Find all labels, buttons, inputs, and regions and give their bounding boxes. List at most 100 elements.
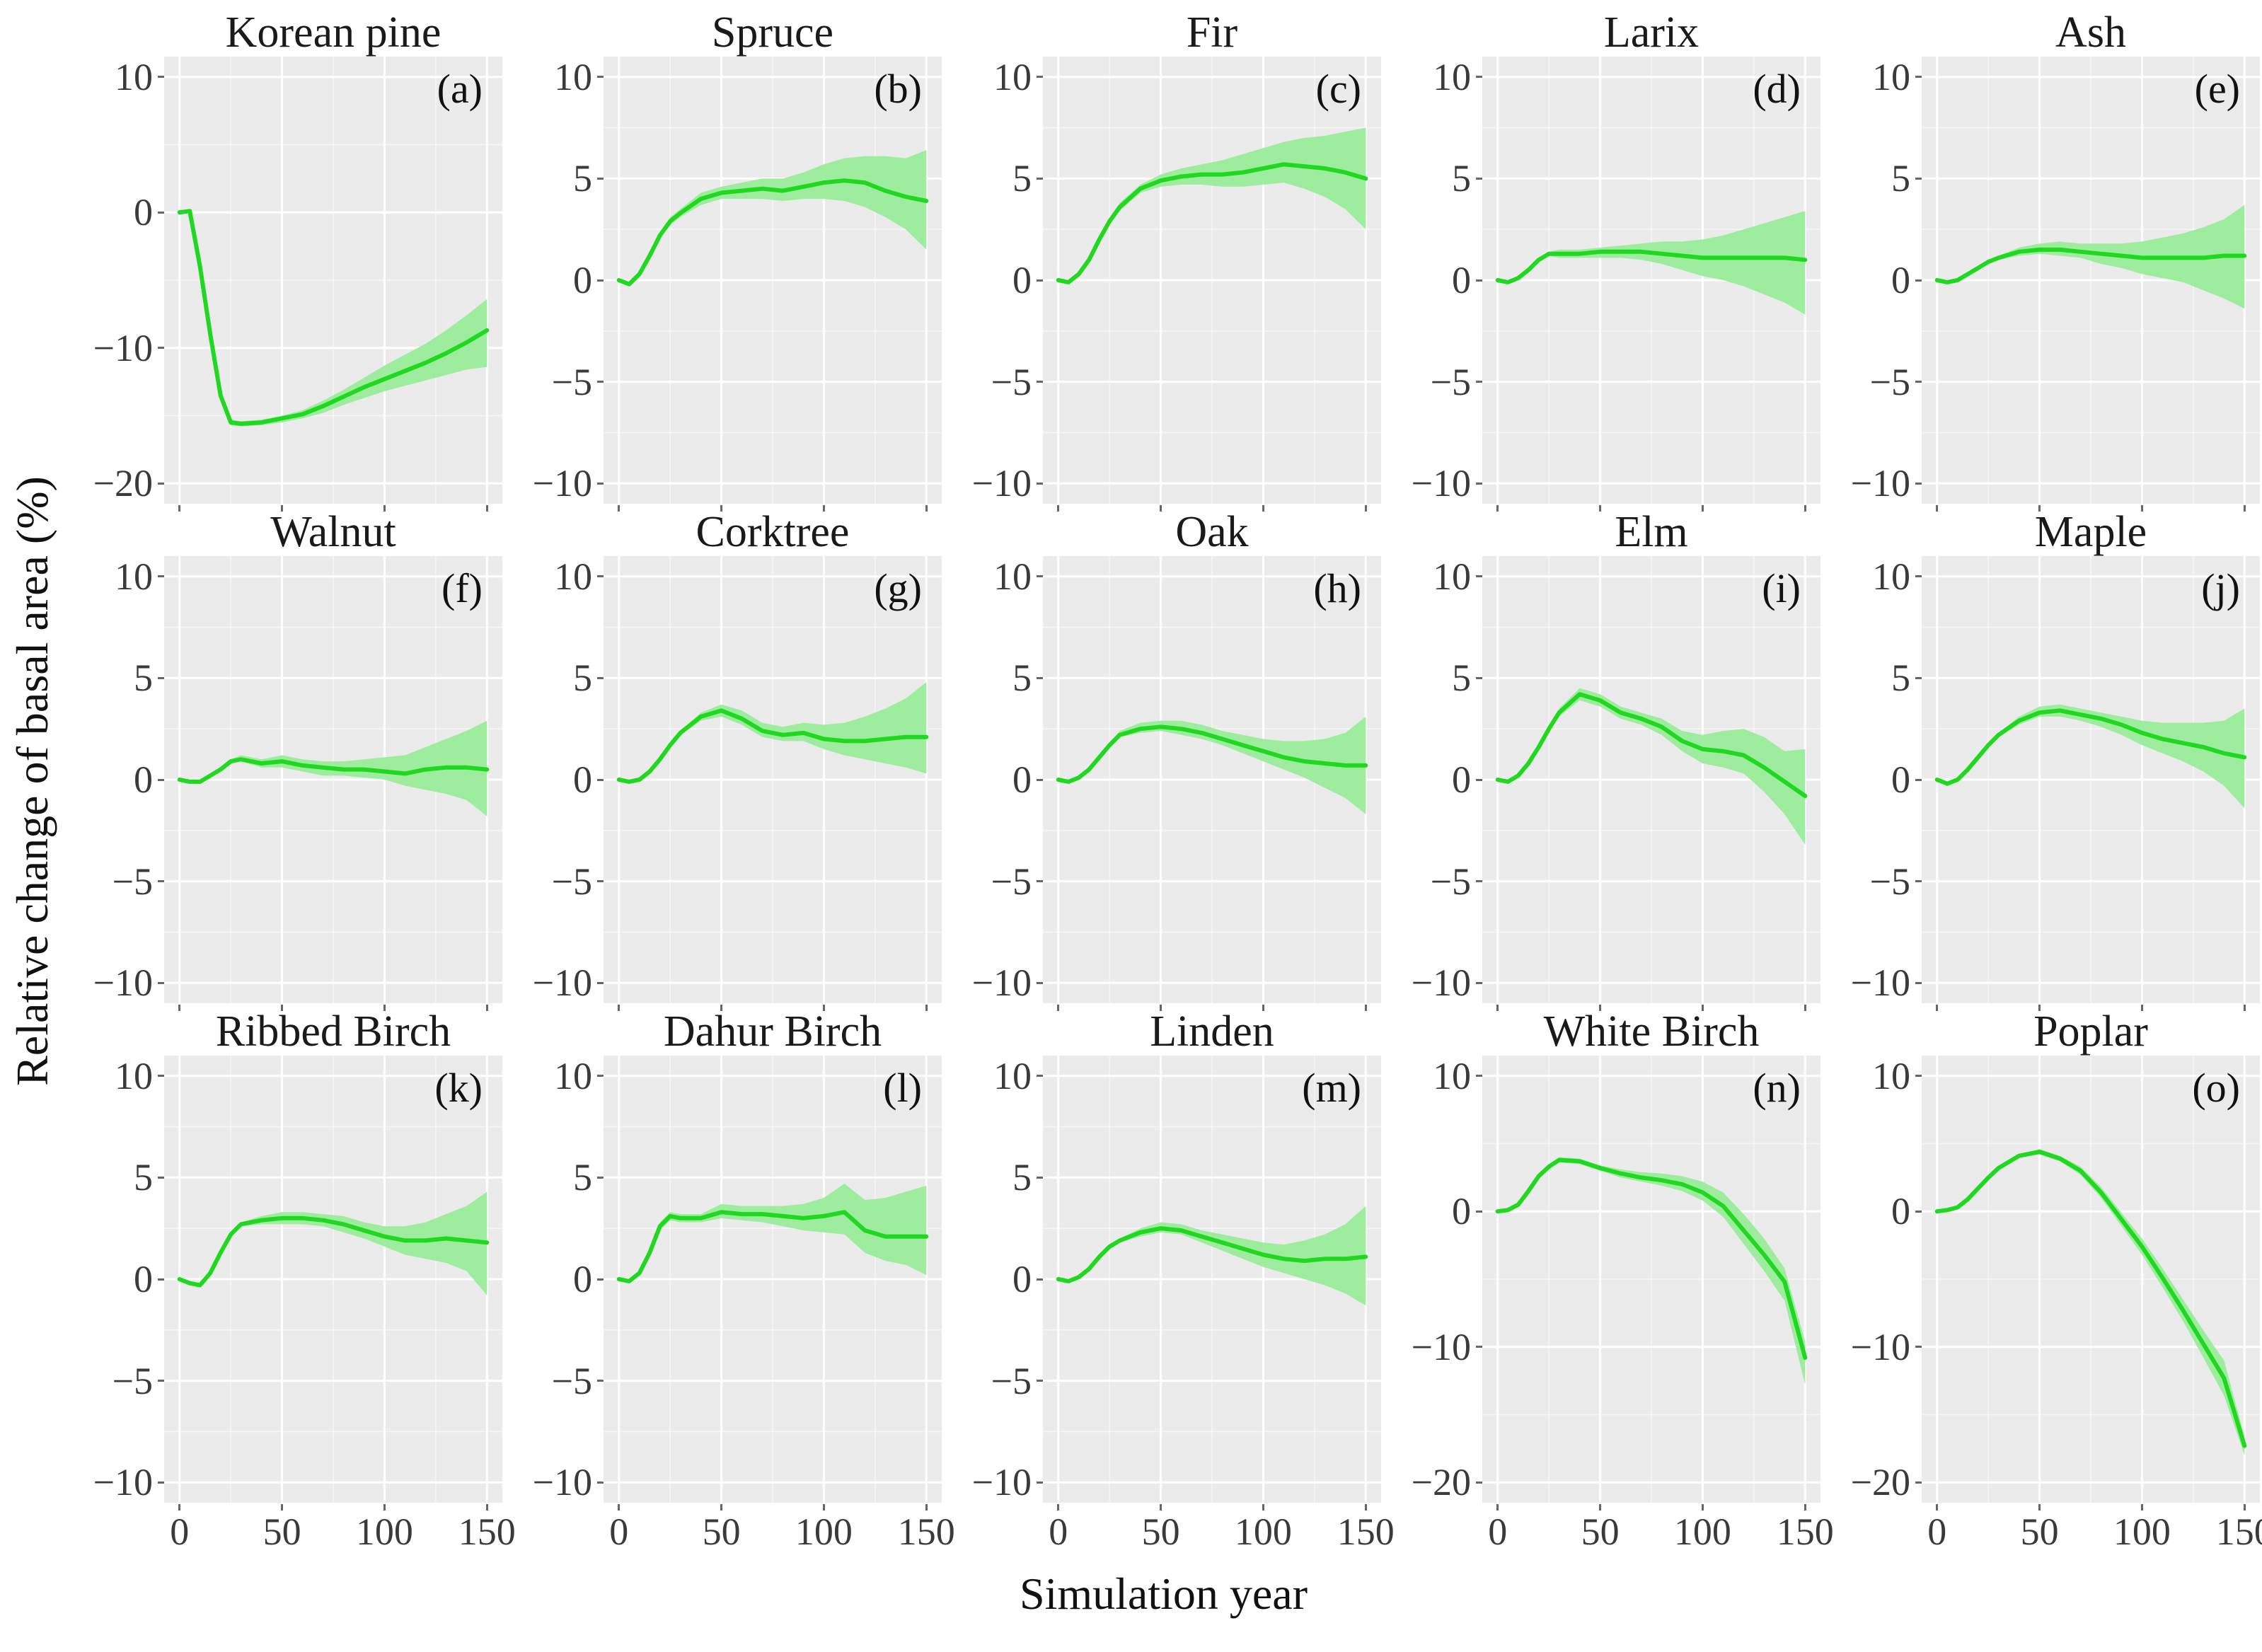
y-tick-label: 0 xyxy=(134,758,153,801)
y-tick-labels: 10 0 −10 −20 xyxy=(65,55,164,504)
x-tick-label: 50 xyxy=(702,1511,741,1553)
panel-title: Dahur Birch xyxy=(663,1007,882,1056)
y-tick-mark xyxy=(158,76,164,79)
panel-title: Walnut xyxy=(270,508,396,556)
y-tick-label: 0 xyxy=(1012,259,1032,301)
y-tick-label: 0 xyxy=(1012,758,1032,801)
x-tick-mark xyxy=(2038,505,2041,512)
y-tick-labels: 10 5 0 −5 −10 xyxy=(1823,56,1922,504)
y-tick-label: 10 xyxy=(1433,555,1471,598)
y-tick-mark xyxy=(1915,381,1922,383)
y-tick-label: 5 xyxy=(573,157,592,200)
chart-svg xyxy=(1043,1056,1381,1503)
y-tick-mark xyxy=(1037,1075,1043,1078)
chart-svg xyxy=(1043,57,1381,504)
x-axis-title: Simulation year xyxy=(65,1568,2262,1620)
panel-letter: (d) xyxy=(1753,66,1801,112)
y-tick-label: 0 xyxy=(573,259,592,301)
x-tick-mark xyxy=(2243,505,2246,512)
x-tick-mark xyxy=(2140,505,2143,512)
y-tick-mark xyxy=(1476,1481,1482,1484)
x-tick-labels: 0 50 100 150 xyxy=(164,1503,516,1556)
y-tick-mark xyxy=(158,778,164,781)
x-tick-mark xyxy=(2038,1504,2041,1511)
panel-plot-row: 10 5 0 −5 −10 (e) xyxy=(1823,56,2262,512)
y-tick-label: −5 xyxy=(551,360,592,403)
y-tick-mark xyxy=(597,575,604,578)
panel-letter: (g) xyxy=(874,565,922,611)
plot-area: (k) xyxy=(164,1056,502,1511)
mean-line xyxy=(1934,247,2247,284)
y-tick-mark xyxy=(1915,880,1922,883)
x-tick-label: 0 xyxy=(1049,1511,1068,1553)
panel-letter: (e) xyxy=(2194,66,2240,112)
y-tick-labels: 10 5 0 −5 −10 xyxy=(1383,555,1482,1004)
y-tick-mark xyxy=(1915,1075,1922,1078)
y-tick-label: −5 xyxy=(551,860,592,903)
y-tick-labels: 10 5 0 −5 −10 xyxy=(944,555,1043,1005)
y-tick-mark xyxy=(1476,676,1482,679)
panel-title: White Birch xyxy=(1543,1007,1760,1056)
y-tick-mark xyxy=(1915,177,1922,180)
y-tick-mark xyxy=(1037,1481,1043,1484)
y-tick-label: 10 xyxy=(1433,1054,1471,1097)
x-tick-mark xyxy=(281,1005,284,1011)
y-axis-title-text: Relative change of basal area (%) xyxy=(7,476,57,1086)
x-tick-label: 150 xyxy=(458,1511,516,1553)
y-tick-label: −10 xyxy=(1411,462,1471,505)
plot-area: (g) xyxy=(604,556,942,1011)
mean-line xyxy=(1934,708,2247,786)
y-tick-label: −5 xyxy=(991,360,1032,403)
panel-letter: (c) xyxy=(1315,66,1361,112)
chart-svg xyxy=(1482,1056,1820,1503)
chart-svg xyxy=(164,1056,502,1503)
x-tick-mark xyxy=(1701,505,1704,512)
x-tick-label: 100 xyxy=(1234,1511,1292,1553)
panel-letter: (i) xyxy=(1762,565,1801,611)
x-tick-mark xyxy=(1057,505,1060,512)
chart-svg xyxy=(1482,57,1820,504)
y-tick-mark xyxy=(1037,676,1043,679)
x-tick-label: 150 xyxy=(897,1511,955,1553)
panel-plot-row: 10 0 −10 −20 (o) xyxy=(1823,1055,2262,1511)
y-tick-mark xyxy=(1037,778,1043,781)
y-tick-label: −5 xyxy=(991,860,1032,903)
x-tick-label: 0 xyxy=(609,1511,629,1553)
x-tick-mark xyxy=(383,1504,386,1511)
x-tick-label: 150 xyxy=(1337,1511,1395,1553)
x-tick-mark xyxy=(1160,1504,1162,1511)
x-tick-mark xyxy=(485,1504,488,1511)
panel-letter: (l) xyxy=(883,1065,922,1111)
panel-ribbed-birch: Ribbed Birch 10 5 0 −5 −10 (k) 0 50 100 150 xyxy=(65,1003,516,1556)
mean-line xyxy=(177,757,490,784)
y-tick-label: 10 xyxy=(554,555,592,598)
panel-larix: Larix 10 5 0 −5 −10 (d) xyxy=(1383,4,1823,512)
y-tick-label: −10 xyxy=(93,961,153,1005)
y-tick-label: 10 xyxy=(115,55,153,98)
y-tick-mark xyxy=(597,177,604,180)
panel-letter: (k) xyxy=(434,1065,483,1111)
x-tick-mark xyxy=(2140,1005,2143,1011)
y-tick-label: −10 xyxy=(971,961,1032,1005)
mean-line xyxy=(1934,1150,2247,1448)
y-tick-mark xyxy=(1476,279,1482,282)
y-tick-label: 10 xyxy=(993,555,1032,598)
panel-title: Poplar xyxy=(2033,1007,2148,1056)
x-tick-label: 100 xyxy=(355,1511,413,1553)
y-tick-label: 5 xyxy=(1012,1156,1032,1199)
y-tick-mark xyxy=(1915,676,1922,679)
x-tick-mark xyxy=(720,1005,723,1011)
y-tick-labels: 10 5 0 −5 −10 xyxy=(65,555,164,1005)
confidence-band xyxy=(1497,211,1806,315)
panel-corktree: Corktree 10 5 0 −5 −10 (g) xyxy=(504,504,944,1011)
panel-title: Ash xyxy=(2055,8,2126,57)
x-tick-mark xyxy=(1936,505,1939,512)
panel-plot-row: 10 5 0 −5 −10 (i) xyxy=(1383,555,1823,1011)
mean-line xyxy=(1056,162,1368,284)
plot-area: (o) xyxy=(1922,1056,2260,1511)
x-tick-mark xyxy=(1936,1504,1939,1511)
x-tick-mark xyxy=(1599,1005,1602,1011)
chart-svg xyxy=(604,556,942,1003)
y-tick-mark xyxy=(1915,778,1922,781)
